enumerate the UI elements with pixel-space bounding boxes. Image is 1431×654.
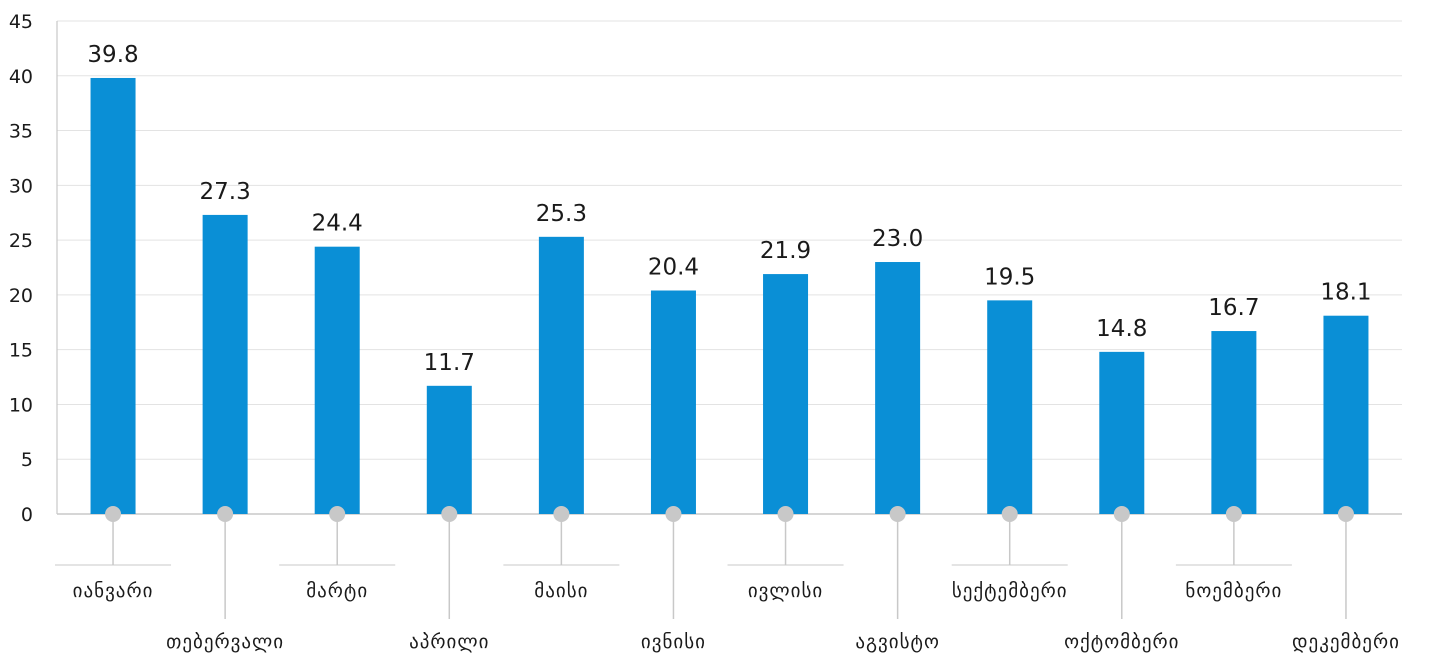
axis-marker-dot (1113, 506, 1130, 522)
y-tick-label: 15 (9, 340, 33, 362)
x-tick-label: თებერვალი (166, 631, 284, 653)
bar (538, 236, 584, 514)
axis-marker-dot (217, 506, 234, 522)
bar (1211, 331, 1257, 514)
x-tick-label: დეკემბერი (1292, 631, 1400, 653)
bar (1323, 315, 1369, 514)
y-tick-label: 40 (9, 66, 33, 88)
data-label: 11.7 (424, 350, 475, 376)
data-label: 24.4 (312, 211, 363, 237)
axis-marker-dot (1225, 506, 1242, 522)
y-tick-label: 20 (9, 285, 33, 307)
bar (650, 290, 696, 514)
axis-marker-dot (665, 506, 682, 522)
bar (1099, 351, 1145, 514)
axis-marker-dot (1337, 506, 1354, 522)
y-tick-label: 25 (9, 230, 33, 252)
bar (90, 77, 136, 515)
y-tick-label: 5 (21, 449, 33, 471)
x-tick-label: იანვარი (73, 580, 154, 602)
x-tick-label: აპრილი (409, 631, 489, 653)
axis-marker-dot (329, 506, 346, 522)
x-tick-label: ივლისი (748, 580, 823, 602)
x-tick-label: მარტი (306, 580, 368, 602)
x-tick-label: ივნისი (641, 631, 706, 653)
axis-marker-dot (553, 506, 570, 522)
x-tick-label: ნოემბერი (1185, 580, 1282, 602)
x-tick-label: სექტემბერი (952, 580, 1068, 602)
x-axis-labels: იანვარი თებერვალი მარტი აპრილი მაისი ივნისი ივ… (55, 506, 1400, 653)
data-label: 25.3 (536, 201, 587, 227)
axis-marker-dot (777, 506, 794, 522)
data-label: 14.8 (1096, 316, 1147, 342)
data-label: 23.0 (872, 226, 923, 252)
x-tick-label: აგვისტო (855, 631, 940, 653)
y-tick-label: 45 (9, 11, 33, 33)
gridlines (57, 20, 1402, 460)
axis-marker-dot (889, 506, 906, 522)
data-label: 20.4 (648, 255, 699, 281)
data-label: 18.1 (1320, 280, 1371, 306)
axis-marker-dot (441, 506, 458, 522)
x-tick-label: მაისი (534, 580, 588, 602)
y-tick-label: 35 (9, 121, 33, 143)
y-axis-ticks: 0 5 10 15 20 25 30 35 40 45 (9, 11, 33, 526)
y-tick-label: 10 (9, 394, 33, 416)
bar (763, 274, 809, 514)
data-label: 19.5 (984, 264, 1035, 290)
data-labels: 39.8 27.3 24.4 11.7 25.3 20.4 21.9 23.0 19.5 14.8… (87, 42, 1371, 376)
y-tick-label: 30 (9, 175, 33, 197)
axis-marker-dot (105, 506, 122, 522)
data-label: 39.8 (87, 42, 138, 68)
bar (426, 385, 472, 514)
bar (875, 262, 921, 514)
bar (987, 300, 1033, 514)
bar (202, 214, 248, 514)
bar (314, 246, 360, 514)
axis-marker-dot (1001, 506, 1018, 522)
data-label: 27.3 (200, 179, 251, 205)
y-tick-label: 0 (21, 504, 33, 526)
x-tick-label: ოქტომბერი (1064, 631, 1179, 653)
data-label: 21.9 (760, 238, 811, 264)
bars (90, 77, 1369, 515)
data-label: 16.7 (1208, 295, 1259, 321)
